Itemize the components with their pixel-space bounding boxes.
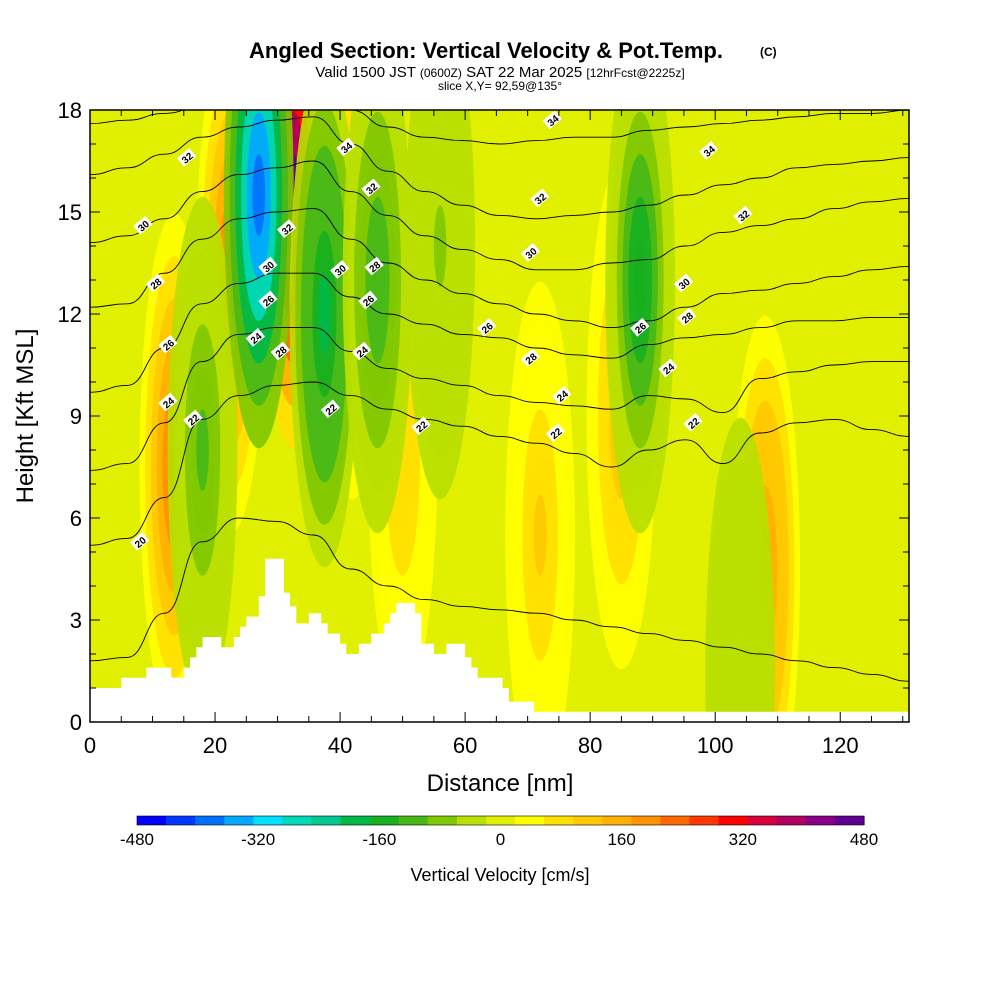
colorbar-swatch xyxy=(515,816,545,825)
title-valid-utc: (0600Z) xyxy=(420,66,462,80)
colorbar-swatch xyxy=(456,816,487,825)
isentrope-32 xyxy=(90,116,909,220)
colorbar-swatch xyxy=(195,816,225,825)
title-slice: slice X,Y= 92,59@135° xyxy=(438,79,562,93)
isentrope-24 xyxy=(90,327,909,471)
title-main: Angled Section: Vertical Velocity & Pot.… xyxy=(249,38,723,63)
title-forecast: [12hrFcst@2225z] xyxy=(586,66,684,80)
downdraft-cell xyxy=(405,110,476,500)
velocity-field xyxy=(90,110,909,722)
terrain-fill xyxy=(90,558,909,722)
y-tick-label: 18 xyxy=(58,98,82,123)
colorbar-frame xyxy=(136,815,865,826)
terrain xyxy=(90,558,909,722)
colorbar-swatch xyxy=(805,816,836,825)
colorbar-swatch xyxy=(166,816,196,825)
isentrope-20 xyxy=(90,517,909,682)
colorbar-tick-label: -320 xyxy=(241,830,275,849)
y-tick-label: 15 xyxy=(58,200,82,225)
colorbar-tick-label: 480 xyxy=(850,830,878,849)
colorbar-tick-label: 320 xyxy=(729,830,757,849)
colorbar-tick-label: 160 xyxy=(607,830,635,849)
colorbar-swatch xyxy=(253,816,283,825)
y-tick-label: 0 xyxy=(70,710,82,735)
colorbar-swatch xyxy=(137,816,167,825)
colorbar-title: Vertical Velocity [cm/s] xyxy=(410,865,589,885)
x-tick-label: 0 xyxy=(84,733,96,758)
colorbar-swatch xyxy=(834,816,865,825)
isentrope-26 xyxy=(90,272,909,393)
colorbar-swatch xyxy=(718,816,749,825)
colorbar-swatch xyxy=(369,816,400,825)
downdraft-cell xyxy=(167,196,238,704)
isentrope-34 xyxy=(90,110,909,145)
downdraft-cell xyxy=(705,417,776,722)
colorbar-swatch xyxy=(747,816,778,825)
colorbar-swatch xyxy=(689,816,720,825)
colorbar: -480 -320 -160 0 160 320 480 xyxy=(120,815,878,849)
x-axis-label: Distance [nm] xyxy=(427,770,574,797)
x-tick-label: 60 xyxy=(453,733,477,758)
y-tick-label: 12 xyxy=(58,302,82,327)
downdraft-cell xyxy=(223,110,294,449)
colorbar-swatch xyxy=(776,816,807,825)
x-tick-label: 40 xyxy=(328,733,352,758)
chart-title: Angled Section: Vertical Velocity & Pot.… xyxy=(249,38,777,93)
isentrope-30 xyxy=(90,160,909,271)
colorbar-swatch xyxy=(573,816,603,825)
isentrope-22 xyxy=(90,381,909,546)
colorbar-swatch xyxy=(340,816,371,825)
isentrope-contours xyxy=(90,110,909,682)
colorbar-swatch xyxy=(660,816,691,825)
y-tick-label: 6 xyxy=(70,506,82,531)
colorbar-swatch xyxy=(427,816,458,825)
colorbar-tick-label: -160 xyxy=(362,830,396,849)
downdraft-cell xyxy=(289,110,360,568)
downdraft-cell xyxy=(342,110,413,534)
title-main-tag: (C) xyxy=(760,45,777,59)
colorbar-tick-label: 0 xyxy=(496,830,505,849)
axes: 0 20 40 60 80 100 120 0 3 6 9 12 15 18 xyxy=(58,98,909,758)
colorbar-swatch xyxy=(631,816,662,825)
title-valid-line: Valid 1500 JST (0600Z) SAT 22 Mar 2025 [… xyxy=(315,64,684,81)
downdraft-cell xyxy=(605,110,676,534)
colorbar-swatch xyxy=(485,816,516,825)
x-tick-label: 120 xyxy=(822,733,859,758)
x-tick-label: 20 xyxy=(203,733,227,758)
y-tick-label: 9 xyxy=(70,404,82,429)
isentrope-28 xyxy=(90,208,909,329)
colorbar-swatch xyxy=(224,816,254,825)
title-valid-date: SAT 22 Mar 2025 xyxy=(466,64,582,81)
title-valid-prefix: Valid 1500 JST xyxy=(315,64,415,81)
colorbar-swatch xyxy=(602,816,632,825)
colorbar-swatch xyxy=(282,816,313,825)
colorbar-swatch xyxy=(398,816,429,825)
colorbar-swatch xyxy=(544,816,574,825)
y-tick-label: 3 xyxy=(70,608,82,633)
x-tick-label: 100 xyxy=(697,733,734,758)
y-axis-label: Height [Kft MSL] xyxy=(12,329,39,504)
x-tick-label: 80 xyxy=(578,733,602,758)
colorbar-swatch xyxy=(311,816,342,825)
colorbar-tick-label: -480 xyxy=(120,830,154,849)
